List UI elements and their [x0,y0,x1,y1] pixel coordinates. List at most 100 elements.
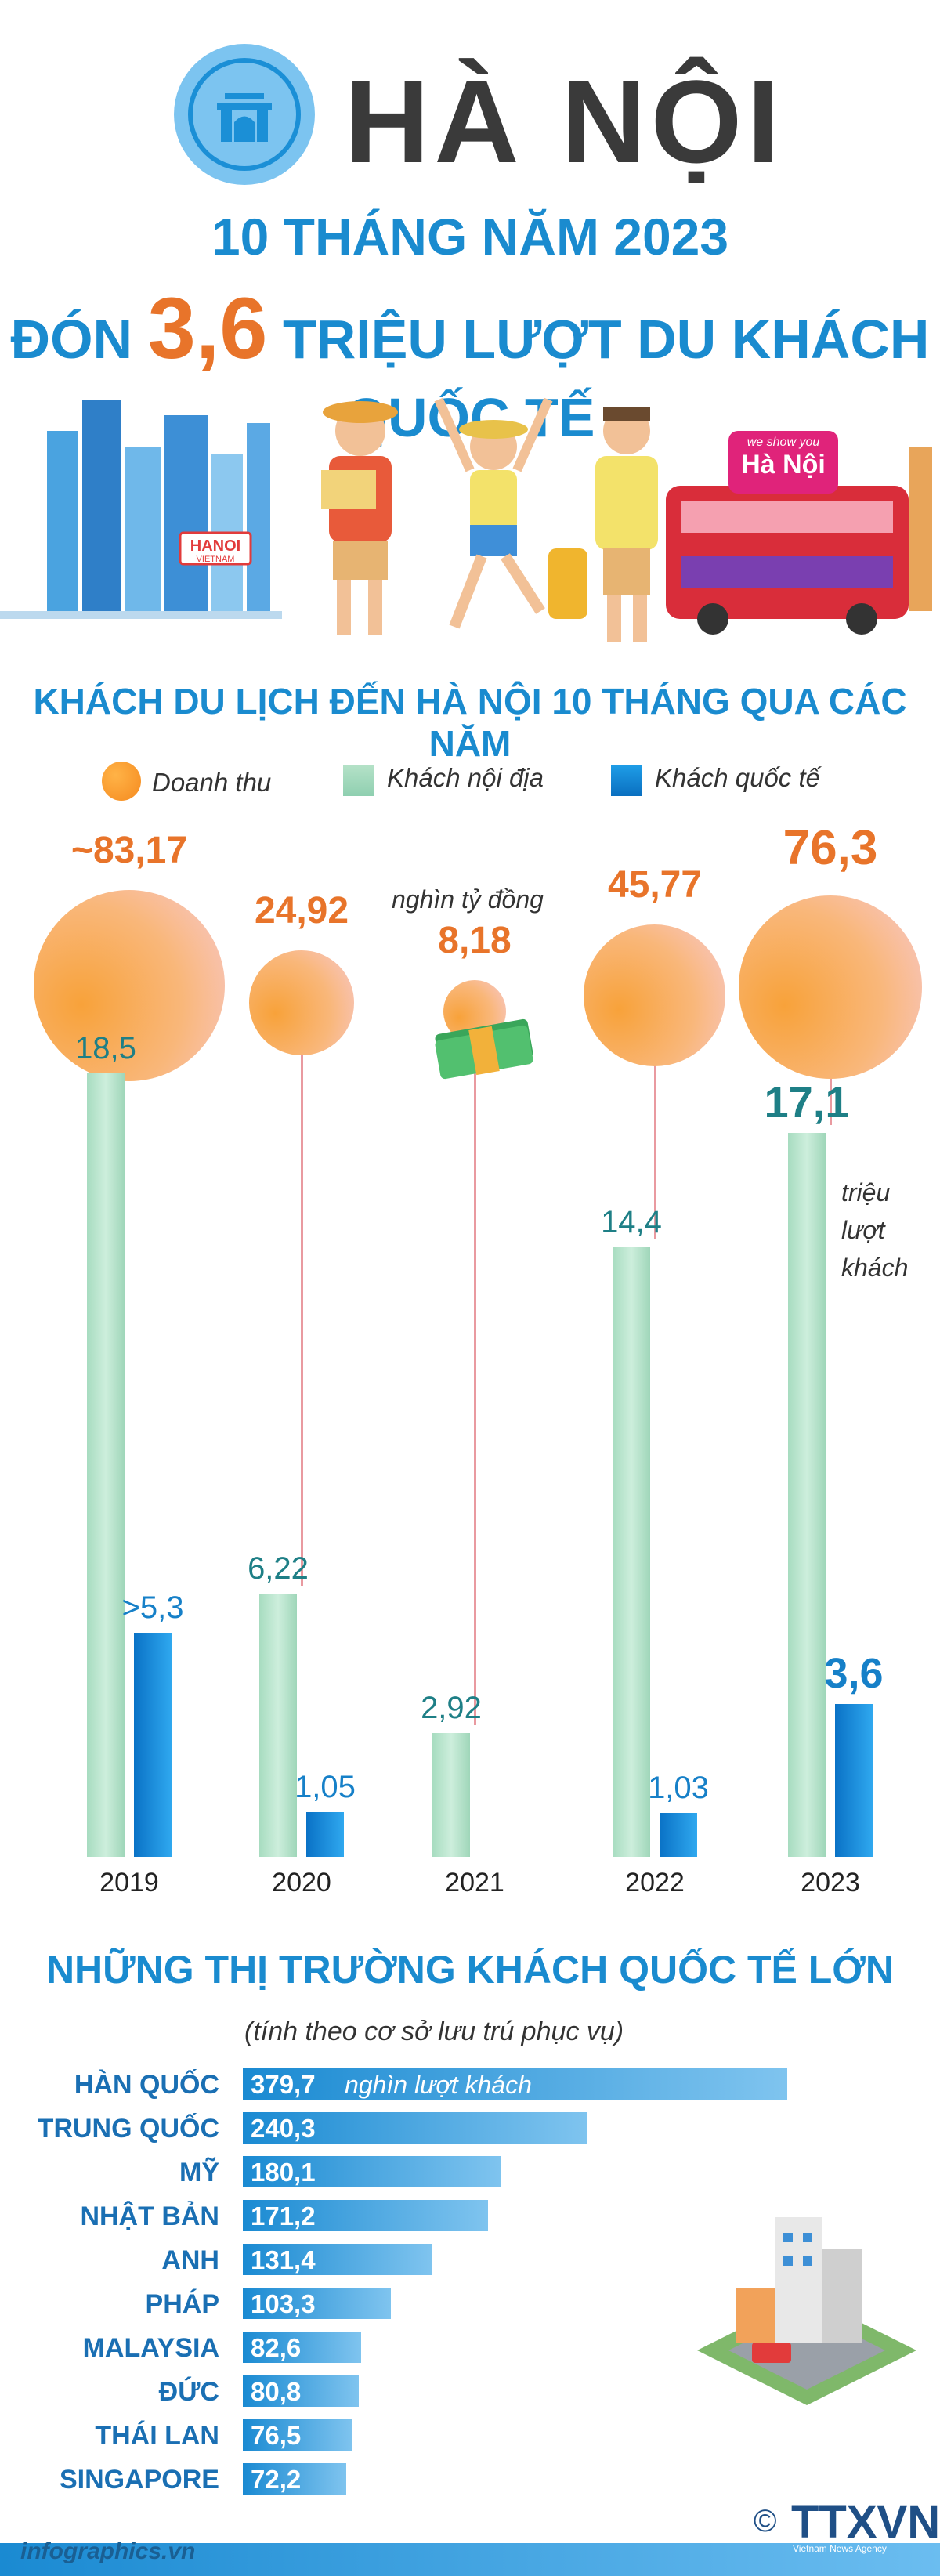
visitor-unit-line2: lượt [841,1216,885,1244]
domestic-bar [259,1593,297,1857]
revenue-circle [34,890,225,1081]
year-label: 2020 [272,1868,331,1898]
market-bar [243,2375,359,2407]
domestic-bar [87,1073,125,1857]
year-label: 2022 [625,1868,685,1898]
headline-suffix: TRIỆU LƯỢT DU KHÁCH QUỐC TẾ [282,309,930,448]
tourist-woman-icon [434,397,553,629]
market-value-label: 80,8 [251,2377,302,2406]
domestic-value-label: 6,22 [248,1550,309,1586]
section-markets-note: (tính theo cơ sở lưu trú phục vụ) [244,2017,624,2046]
tourist-man-icon [321,401,398,635]
market-label: MALAYSIA [82,2333,219,2363]
revenue-circle [584,924,726,1067]
legend-international-label: Khách quốc tế [655,763,820,792]
year-label: 2019 [99,1868,159,1898]
ttxvn-logo: TTXVN [791,2497,940,2548]
legend-domestic-label: Khách nội địa [387,763,544,792]
market-label: THÁI LAN [95,2421,219,2451]
international-value-label: >5,3 [121,1590,184,1625]
market-label: PHÁP [145,2289,219,2319]
market-label: ĐỨC [158,2377,219,2407]
emblem-ring [188,58,301,171]
money-stack-icon [435,1018,533,1080]
legend-revenue-icon [102,762,141,801]
year-label: 2021 [445,1868,504,1898]
international-value-label: 1,05 [295,1770,356,1805]
revenue-value-label: 8,18 [438,919,512,961]
tour-bus-icon [666,431,932,635]
market-bar [243,2200,489,2231]
market-label: NHẬT BẢN [80,2202,219,2231]
headline-number: 3,6 [147,280,268,377]
revenue-stem [474,1011,476,1726]
revenue-value-label: 45,77 [607,864,703,906]
international-bar [660,1813,697,1857]
revenue-circle [249,950,354,1055]
market-bar [243,2332,362,2363]
market-value-label: 171,2 [251,2202,316,2230]
domestic-value-label: 18,5 [75,1031,136,1065]
international-bar [134,1632,172,1857]
revenue-unit-label: nghìn tỷ đồng [392,885,544,914]
revenue-value-label: 76,3 [783,821,878,876]
hanoi-sign-sub: VIETNAM [196,555,235,564]
domestic-value-label: 17,1 [764,1076,850,1127]
market-bar [243,2156,501,2187]
international-value-label: 3,6 [824,1650,884,1698]
market-value-label: 131,4 [251,2245,316,2274]
international-bar [306,1812,344,1857]
subtitle-headline: ĐÓN 3,6 TRIỆU LƯỢT DU KHÁCH QUỐC TẾ [0,286,940,457]
market-bar [243,2244,432,2275]
hanoi-sign: HANOI [190,537,241,555]
year-label: 2023 [801,1868,860,1898]
market-label: ANH [161,2245,219,2275]
market-label: MỸ [179,2158,219,2187]
section-title-visitors: KHÁCH DU LỊCH ĐẾN HÀ NỘI 10 THÁNG QUA CÁ… [33,681,907,764]
market-bar [243,2463,347,2495]
market-value-label: 240,3 [251,2114,316,2143]
ttxvn-logo-sub: Vietnam News Agency [793,2543,887,2554]
tourist-luggage-icon [548,407,658,642]
copyright-mark: © [754,2504,777,2538]
visitors-revenue-chart: ~83,17 18,5 >5,3 2019 24,92 6,22 1,05 2020 8,18 2… [34,821,922,1898]
market-value-label: 82,6 [251,2333,302,2362]
legend-domestic-icon [343,765,374,796]
legend-revenue-label: Doanh thu [152,768,272,797]
market-value-label: 76,5 [251,2421,302,2450]
market-bar [243,2288,392,2319]
section-title-markets: NHỮNG THỊ TRƯỜNG KHÁCH QUỐC TẾ LỚN [45,1948,895,1992]
market-bar [243,2068,787,2100]
market-bar [243,2112,588,2144]
international-value-label: 1,03 [648,1771,709,1806]
revenue-circle [739,895,922,1079]
revenue-value-label: 24,92 [254,890,349,932]
market-label: HÀN QUỐC [74,2070,219,2100]
domestic-bar [613,1246,650,1857]
market-value-label: 103,3 [251,2289,316,2318]
hero-illustration [0,397,932,642]
bus-sign-small: we show you [747,436,820,449]
international-bar [835,1704,873,1857]
footer-site: infographics.vn [20,2538,196,2564]
domestic-value-label: 2,92 [421,1691,482,1726]
footer-bar [0,2543,940,2576]
domestic-bar [788,1132,826,1857]
gate-icon [217,93,272,142]
market-bar [243,2419,353,2451]
visitor-unit-line1: triệu [841,1178,891,1207]
visitor-unit-line3: khách [841,1254,909,1282]
market-label: TRUNG QUỐC [37,2114,219,2144]
revenue-value-label: ~83,17 [70,830,188,871]
domestic-bar [432,1733,470,1857]
legend-international-icon [611,765,642,796]
domestic-value-label: 14,4 [601,1204,662,1239]
revenue-stem [301,1003,303,1586]
hanoi-emblem-icon [174,44,315,185]
market-value-label: 72,2 [251,2465,302,2494]
market-label: SINGAPORE [59,2465,219,2495]
bus-sign-big: Hà Nội [741,450,826,479]
revenue-stem [654,995,656,1239]
city-skyline-icon [0,400,282,619]
